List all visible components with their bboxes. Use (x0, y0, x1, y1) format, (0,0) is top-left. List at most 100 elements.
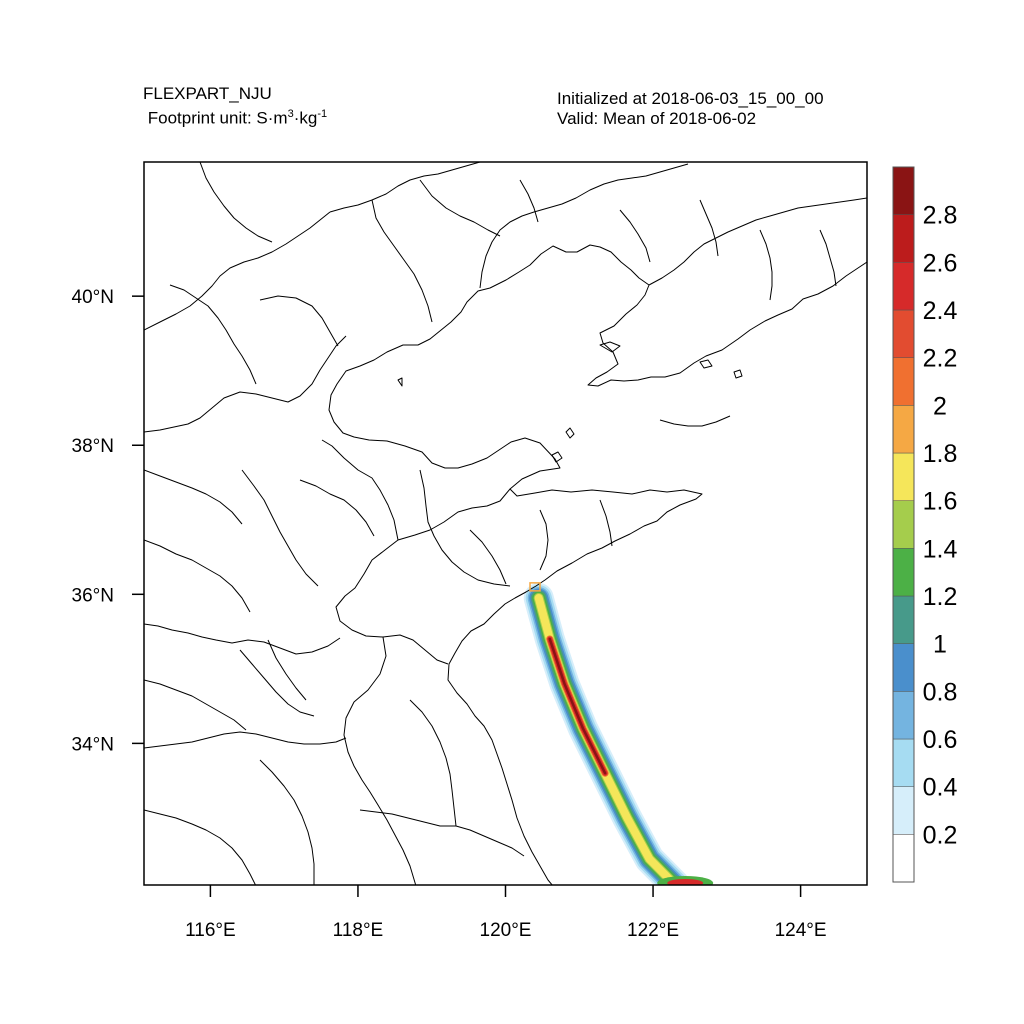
prefecture-boundary (469, 529, 507, 585)
colorbar-label: 1.4 (923, 535, 958, 563)
colorbar-label: 2.2 (923, 345, 958, 373)
colorbar-swatch (892, 691, 915, 740)
map-frame (143, 161, 868, 886)
colorbar-label: 0.8 (923, 678, 958, 706)
island (699, 359, 713, 369)
prefecture-boundary (419, 179, 501, 237)
prefecture-boundary (419, 469, 511, 587)
coastline-and-boundaries (144, 162, 867, 885)
colorbar-swatch (892, 548, 915, 597)
lat-tick-label: 34°N (72, 734, 114, 755)
prefecture-boundary (144, 539, 251, 613)
province-boundary (648, 197, 867, 286)
colorbar-label: 2.8 (923, 202, 958, 230)
colorbar-swatch (892, 595, 915, 644)
map-area (144, 162, 867, 885)
colorbar-label: 2.6 (923, 249, 958, 277)
prefecture-boundary (819, 229, 837, 287)
prefecture-boundary (519, 179, 539, 223)
colorbar-swatch (892, 786, 915, 835)
footprint-plume (523, 583, 714, 885)
coastline (328, 244, 867, 885)
island (397, 377, 403, 387)
prefecture-boundary (199, 162, 273, 243)
prefecture-boundary (239, 649, 315, 717)
prefecture-boundary (759, 229, 773, 301)
colorbar-swatch (892, 262, 915, 311)
latitude-axis: 34°N 36°N 38°N 40°N (72, 287, 144, 755)
prefecture-boundary (699, 199, 719, 257)
province-boundary (144, 335, 347, 433)
prefecture-boundary (359, 809, 456, 827)
header-right: Initialized at 2018-06-03_15_00_00 Valid… (557, 89, 824, 129)
lon-tick-label: 118°E (333, 920, 384, 941)
province-boundary (343, 636, 417, 885)
colorbar-label: 1 (933, 631, 947, 659)
prefecture-boundary (371, 199, 433, 323)
colorbar-swatch (892, 405, 915, 454)
prefecture-boundary (259, 295, 339, 347)
colorbar-label: 2 (933, 392, 947, 420)
valid-time: Valid: Mean of 2018-06-02 (557, 109, 757, 128)
province-boundary (329, 162, 481, 213)
colorbar-swatch (892, 357, 915, 406)
prefecture-boundary (619, 209, 651, 263)
prefecture-boundary (144, 469, 243, 525)
colorbar-swatch (892, 309, 915, 358)
colorbar-label: 1.8 (923, 440, 958, 468)
colorbar-swatch (892, 500, 915, 549)
island (599, 341, 621, 353)
colorbar-label: 1.2 (923, 583, 958, 611)
prefecture-boundary (455, 825, 525, 857)
island (565, 427, 575, 439)
province-boundary (144, 731, 347, 749)
colorbar-label: 0.6 (923, 726, 958, 754)
province-boundary (144, 623, 341, 655)
longitude-axis: 116°E 118°E 120°E 122°E 124°E (185, 885, 827, 941)
prefecture-boundary (241, 469, 319, 587)
prefecture-boundary (267, 639, 307, 701)
colorbar-swatch (892, 214, 915, 263)
lat-tick-label: 38°N (72, 436, 114, 457)
colorbar-swatch (892, 166, 915, 215)
plume-edge-inner (667, 879, 704, 885)
island (551, 451, 563, 463)
lat-tick-label: 36°N (72, 585, 114, 606)
province-boundary (321, 439, 399, 541)
prefecture-boundary (144, 809, 257, 885)
colorbar-frame (892, 166, 915, 883)
colorbar-label: 2.4 (923, 297, 958, 325)
prefecture-boundary (299, 479, 375, 537)
prefecture-boundary (259, 759, 315, 885)
lon-tick-label: 124°E (775, 920, 827, 941)
prefecture-boundary (144, 679, 247, 731)
lon-tick-label: 116°E (185, 920, 236, 941)
plume-core-2 (548, 637, 607, 775)
release-site-marker (529, 582, 541, 592)
colorbar-swatch (892, 738, 915, 787)
colorbar-label: 0.4 (923, 774, 958, 802)
colorbar-swatch (892, 643, 915, 692)
province-boundary (479, 163, 689, 289)
prefecture-boundary (599, 499, 613, 547)
province-boundary (144, 211, 331, 331)
colorbar: 0.2 0.4 0.6 0.8 1 1.2 1.4 1.6 1.8 2 2.2 2.4 2.6 2.8 (892, 166, 958, 883)
prefecture-boundary (539, 509, 549, 571)
lat-tick-label: 40°N (72, 287, 114, 308)
prefecture-boundary (659, 415, 731, 427)
prefecture-boundary (409, 699, 457, 827)
header-left: FLEXPART_NJU Footprint unit: S·m3·kg-1 (143, 84, 327, 129)
prefecture-boundary (169, 284, 257, 385)
lon-tick-label: 122°E (627, 920, 679, 941)
model-name: FLEXPART_NJU (143, 84, 272, 103)
lon-tick-label: 120°E (480, 920, 532, 941)
init-time: Initialized at 2018-06-03_15_00_00 (557, 89, 824, 108)
colorbar-label: 0.2 (923, 821, 958, 849)
footprint-unit: Footprint unit: S·m3·kg-1 (147, 108, 328, 128)
province-boundary (335, 488, 511, 665)
colorbar-swatch (892, 452, 915, 501)
island (733, 369, 743, 379)
colorbar-label: 1.6 (923, 488, 958, 516)
colorbar-swatch (892, 834, 915, 883)
